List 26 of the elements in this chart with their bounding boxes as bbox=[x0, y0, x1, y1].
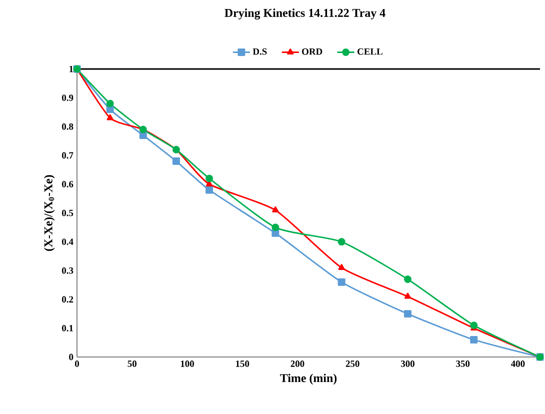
y-tick-label: 0.6 bbox=[62, 180, 74, 188]
y-axis-title: (X-Xe)/(X$_{0}$-Xe) bbox=[44, 175, 55, 251]
legend-label: CELL bbox=[358, 48, 382, 55]
x-tick-label: 200 bbox=[290, 360, 304, 367]
x-tick-label: 0 bbox=[74, 360, 80, 367]
y-tick-label: 1 bbox=[70, 66, 73, 72]
y-tick-label: 0.1 bbox=[62, 324, 73, 332]
y-tick-label: 0.3 bbox=[62, 267, 74, 274]
x-tick-label: 250 bbox=[346, 360, 360, 367]
y-tick-label: 0.4 bbox=[62, 238, 74, 246]
x-tick-label: 400 bbox=[510, 360, 525, 367]
legend-label: D.S bbox=[252, 48, 267, 55]
legend-label: ORD bbox=[302, 48, 322, 55]
y-tick-label: 0.5 bbox=[62, 210, 74, 216]
x-tick-label: 50 bbox=[128, 360, 136, 367]
x-axis-title: Time (min) bbox=[280, 374, 337, 385]
x-tick-label: 300 bbox=[400, 360, 414, 367]
chart-title: Drying Kinetics 14.11.22 Tray 4 bbox=[224, 8, 386, 20]
y-tick-label: 0.2 bbox=[62, 296, 74, 303]
y-tick-label: 0.8 bbox=[62, 123, 74, 130]
x-tick-label: 350 bbox=[456, 360, 470, 367]
x-tick-label: 150 bbox=[236, 360, 250, 367]
y-tick-label: 0.7 bbox=[62, 152, 74, 159]
y-tick-label: 0 bbox=[69, 354, 74, 360]
y-tick-label: 0.9 bbox=[62, 94, 74, 102]
x-tick-label: 100 bbox=[180, 360, 194, 367]
